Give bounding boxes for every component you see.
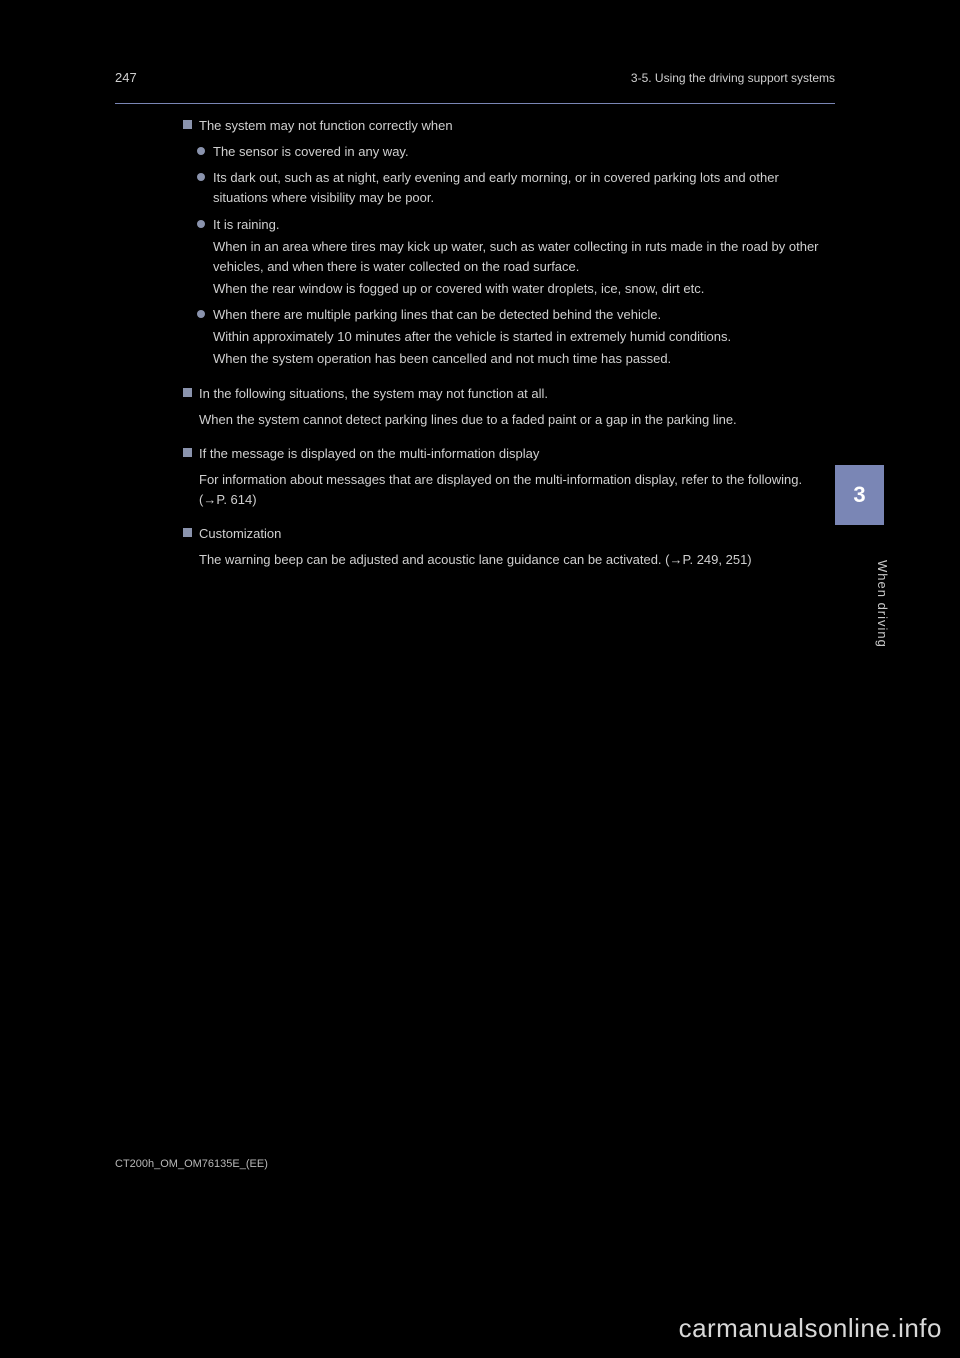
bullet-marker-icon xyxy=(197,310,205,318)
section-title: In the following situations, the system … xyxy=(199,386,548,401)
section-heading: The system may not function correctly wh… xyxy=(185,116,825,136)
bullet-text: The sensor is covered in any way. xyxy=(213,144,409,159)
bullet-text: When there are multiple parking lines th… xyxy=(213,307,661,322)
list-item: It is raining. When in an area where tir… xyxy=(199,215,825,300)
chapter-tab: 3 xyxy=(835,465,884,525)
section-path: 3-5. Using the driving support systems xyxy=(631,71,835,85)
section-title: Customization xyxy=(199,526,281,541)
section-text: The warning beep can be adjusted and aco… xyxy=(185,550,825,570)
bullet-subtext: When the rear window is fogged up or cov… xyxy=(213,279,825,299)
chapter-number: 3 xyxy=(853,482,865,508)
page-content: The system may not function correctly wh… xyxy=(115,116,835,571)
bullet-marker-icon xyxy=(197,220,205,228)
section-text: When the system cannot detect parking li… xyxy=(185,410,825,430)
page-number: 247 xyxy=(115,70,137,85)
square-marker-icon xyxy=(183,528,192,537)
bullet-text: It is raining. xyxy=(213,217,279,232)
bullet-marker-icon xyxy=(197,147,205,155)
list-item: The sensor is covered in any way. xyxy=(199,142,825,162)
list-item: When there are multiple parking lines th… xyxy=(199,305,825,369)
section-block: In the following situations, the system … xyxy=(185,384,825,430)
header-rule xyxy=(115,103,835,104)
page-header: 247 3-5. Using the driving support syste… xyxy=(115,70,835,93)
section-block: Customization The warning beep can be ad… xyxy=(185,524,825,570)
bullet-subtext: Within approximately 10 minutes after th… xyxy=(213,327,825,347)
bullet-marker-icon xyxy=(197,173,205,181)
square-marker-icon xyxy=(183,120,192,129)
section-heading: If the message is displayed on the multi… xyxy=(185,444,825,464)
footer-model: CT200h_OM_OM76135E_(EE) xyxy=(115,1158,268,1170)
section-title: The system may not function correctly wh… xyxy=(199,118,453,133)
manual-page: 247 3-5. Using the driving support syste… xyxy=(115,70,835,1170)
list-item: Its dark out, such as at night, early ev… xyxy=(199,168,825,208)
section-title: If the message is displayed on the multi… xyxy=(199,446,539,461)
bullet-subtext: When in an area where tires may kick up … xyxy=(213,237,825,277)
chapter-side-label: When driving xyxy=(875,560,890,648)
watermark-text: carmanualsonline.info xyxy=(679,1313,942,1344)
bullet-list: The sensor is covered in any way. Its da… xyxy=(185,142,825,369)
bullet-subtext: When the system operation has been cance… xyxy=(213,349,825,369)
square-marker-icon xyxy=(183,448,192,457)
section-text: For information about messages that are … xyxy=(185,470,825,510)
section-block: If the message is displayed on the multi… xyxy=(185,444,825,510)
section-block: The system may not function correctly wh… xyxy=(185,116,825,370)
square-marker-icon xyxy=(183,388,192,397)
bullet-text: Its dark out, such as at night, early ev… xyxy=(213,170,779,205)
section-heading: Customization xyxy=(185,524,825,544)
section-heading: In the following situations, the system … xyxy=(185,384,825,404)
